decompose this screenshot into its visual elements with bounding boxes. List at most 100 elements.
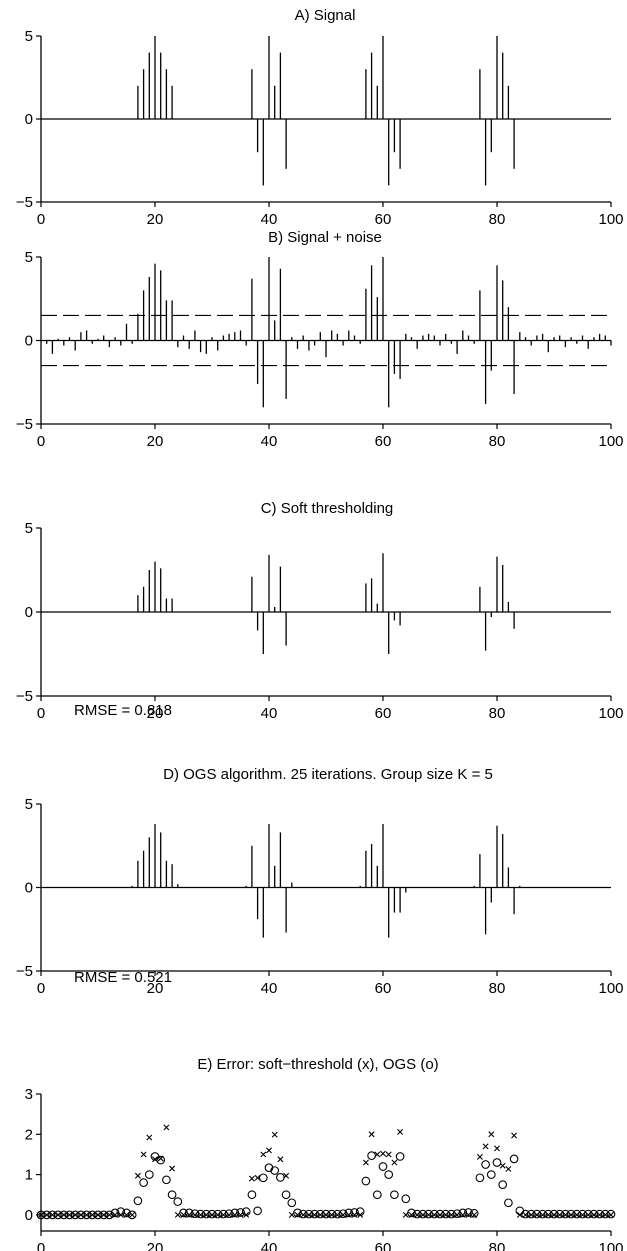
panel-e-ogs-marker — [281, 1190, 291, 1200]
panel-e-ogs-marker — [515, 1206, 525, 1216]
panel-e-ogs-marker — [293, 1208, 302, 1218]
panel-e-ogs-marker — [156, 1155, 166, 1165]
panel-e-ogs-marker — [350, 1208, 359, 1217]
panel-c-x-tick-label: 100 — [598, 705, 623, 722]
panel-c-stems — [41, 553, 611, 654]
panel-e-ogs-marker — [276, 1173, 285, 1182]
panel-e-ogs-marker — [105, 1210, 114, 1220]
panel-e-ogs-marker — [578, 1209, 587, 1219]
panel-e-soft-threshold-marker — [362, 1159, 369, 1166]
panel-e-soft-threshold-marker — [385, 1151, 392, 1158]
panel-e-ogs-marker — [65, 1210, 74, 1220]
panel-a-x-tick-label: 80 — [489, 211, 506, 228]
panel-e-ogs-marker — [59, 1210, 69, 1220]
panel-e-ogs-marker — [133, 1196, 143, 1206]
panel-d-rmse: RMSE = 0.521 — [74, 969, 172, 986]
panel-e-ogs-marker — [355, 1207, 365, 1217]
panel-e-ogs-marker — [532, 1209, 542, 1219]
panel-e-ogs-marker — [196, 1209, 205, 1219]
panel-e-ogs-marker — [504, 1198, 513, 1208]
panel-e-ogs-marker — [526, 1209, 536, 1219]
panel-e-soft-threshold-marker — [271, 1131, 278, 1138]
panel-e-soft-threshold-marker — [134, 1172, 141, 1179]
panel-d-x-tick-label: 40 — [261, 980, 278, 997]
panel-e-ogs-marker — [76, 1210, 86, 1220]
panel-e-ogs-marker — [412, 1209, 422, 1219]
panel-a-x-tick-label: 100 — [598, 211, 623, 228]
panel-e-soft-threshold-marker — [368, 1131, 375, 1138]
panel-e-soft-threshold-marker — [248, 1175, 255, 1182]
panel-b-y-tick-label: 5 — [25, 249, 33, 266]
panel-d-x-tick-label: 20 — [147, 980, 164, 997]
panel-c-y-tick-label: 0 — [25, 604, 33, 621]
panel-e-y-tick-label: 2 — [25, 1126, 33, 1143]
panel-d-stems — [41, 824, 611, 938]
panel-e-ogs-marker — [600, 1209, 610, 1219]
panel-e-ogs-marker — [429, 1209, 439, 1219]
panel-e-y-tick-label: 3 — [25, 1086, 33, 1103]
panel-e-ogs-marker — [236, 1208, 245, 1217]
panel-e-soft-threshold-marker — [266, 1147, 272, 1154]
panel-e-x-tick-label: 0 — [37, 1240, 45, 1251]
panel-e-ogs-marker — [549, 1209, 559, 1219]
panel-e-soft-threshold-marker — [380, 1150, 386, 1157]
panel-e-ogs-marker — [167, 1190, 177, 1200]
panel-e-ogs-marker — [258, 1173, 268, 1183]
panel-e-ogs-marker — [595, 1209, 604, 1219]
panel-e-ogs-marker — [173, 1197, 183, 1206]
panel-e-ogs-marker — [110, 1208, 120, 1218]
panel-e-ogs-marker — [93, 1210, 103, 1220]
panel-e-ogs-marker — [201, 1209, 211, 1219]
panel-b-x-tick-label: 60 — [375, 433, 392, 450]
panel-e-ogs-marker — [207, 1209, 217, 1219]
panel-e-ogs-marker — [144, 1170, 154, 1179]
panel-b-x-tick-label: 80 — [489, 433, 506, 450]
panel-e-ogs-marker — [401, 1194, 411, 1204]
panel-e-ogs-marker — [424, 1209, 433, 1219]
panel-c-x-tick-label: 80 — [489, 705, 506, 722]
panel-e-ogs-marker — [219, 1209, 228, 1219]
panel-a-stems — [41, 36, 611, 186]
panel-e-ogs-marker — [361, 1176, 371, 1186]
panel-e-ogs-marker — [447, 1209, 456, 1219]
panel-e-soft-threshold-marker — [488, 1131, 495, 1138]
panel-d-x-tick-label: 60 — [375, 980, 392, 997]
panel-a-y-tick-label: 5 — [25, 28, 33, 45]
panel-e-ogs-marker — [241, 1207, 251, 1217]
panel-e-ogs-marker — [435, 1209, 445, 1219]
panel-e-ogs-marker — [492, 1158, 502, 1167]
panel-e-ogs-marker — [509, 1154, 519, 1164]
panel-d-title: D) OGS algorithm. 25 iterations. Group s… — [163, 766, 493, 783]
panel-e-ogs-marker — [561, 1209, 570, 1219]
panel-b-y-tick-label: −5 — [16, 416, 33, 433]
panel-e-ogs-marker — [270, 1166, 280, 1175]
panel-e-ogs-marker — [122, 1208, 131, 1218]
panel-e-ogs-marker — [179, 1208, 188, 1218]
panel-d: D) OGS algorithm. 25 iterations. Group s… — [16, 766, 624, 997]
panel-a-x-tick-label: 60 — [375, 211, 392, 228]
panel-e-x-tick-label: 80 — [489, 1240, 506, 1251]
panel-b-stems — [41, 257, 612, 408]
panel-e-ogs-marker — [162, 1175, 171, 1185]
panel-e-x-tick-label: 60 — [375, 1240, 392, 1251]
panel-b-x-tick-label: 40 — [261, 433, 278, 450]
panel-e-soft-threshold-marker — [494, 1145, 500, 1152]
panel-b-x-tick-label: 20 — [147, 433, 164, 450]
panel-a-y-tick-label: 0 — [25, 111, 33, 128]
panel-e-ogs-marker — [42, 1210, 52, 1220]
panel-e-ogs-marker — [452, 1209, 462, 1219]
panel-e-ogs-marker — [498, 1180, 508, 1190]
panel-e-ogs-marker — [310, 1209, 319, 1219]
panel-e-ogs-marker — [481, 1160, 490, 1169]
panel-e-ogs-marker — [390, 1190, 399, 1200]
panel-e: E) Error: soft−threshold (x), OGS (o) 0 1… — [25, 1056, 624, 1251]
panel-e-soft-threshold-marker — [140, 1151, 147, 1158]
panel-c-x-tick-label: 60 — [375, 705, 392, 722]
panel-e-y-tick-label: 0 — [25, 1207, 33, 1224]
panel-a-x-tick-label: 0 — [37, 211, 45, 228]
panel-b-title: B) Signal + noise — [268, 229, 382, 246]
